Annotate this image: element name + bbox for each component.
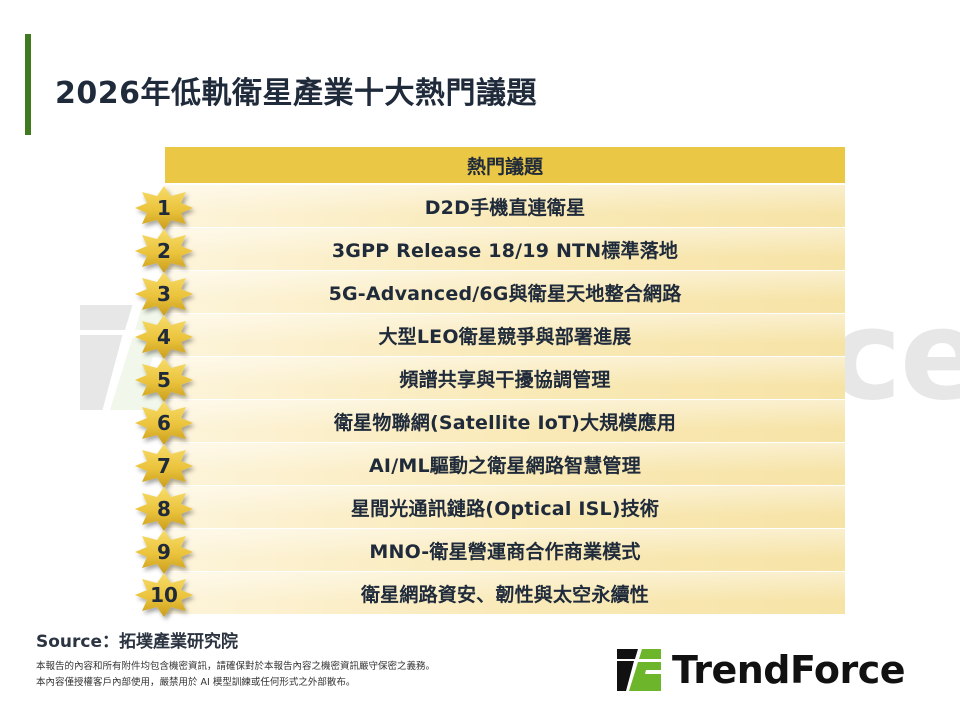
rank-number: 8 <box>157 497 171 521</box>
topic-text: 衛星物聯網(Satellite IoT)大規模應用 <box>333 411 677 434</box>
topic-text: 頻譜共享與干擾協調管理 <box>399 368 611 391</box>
rank-badge-4: 4 <box>134 314 194 360</box>
trendforce-logo: TrendForce <box>614 646 906 694</box>
topic-text: 衛星網路資安、韌性與太空永續性 <box>360 583 649 606</box>
table-row: AI/ML驅動之衛星網路智慧管理 <box>165 443 845 486</box>
page-title: 2026年低軌衛星產業十大熱門議題 <box>55 76 537 111</box>
table-row: 3GPP Release 18/19 NTN標準落地 <box>165 228 845 271</box>
rank-badge-5: 5 <box>134 357 194 403</box>
rank-number: 1 <box>157 196 171 220</box>
rank-number: 3 <box>157 282 171 306</box>
topic-text: 5G-Advanced/6G與衛星天地整合網路 <box>328 282 682 305</box>
title-accent-bar <box>25 34 31 135</box>
table-row: 衛星網路資安、韌性與太空永續性 <box>165 572 845 615</box>
rank-badge-2: 2 <box>134 228 194 274</box>
topic-text: 星間光通訊鏈路(Optical ISL)技術 <box>350 497 660 520</box>
table-row: MNO-衛星營運商合作商業模式 <box>165 529 845 572</box>
topic-text: 大型LEO衛星競爭與部署進展 <box>378 325 632 348</box>
rank-badge-7: 7 <box>134 443 194 489</box>
hot-topics-table: 熱門議題 D2D手機直連衛星 3GPP Release 18/19 NTN標準落… <box>165 147 845 615</box>
table-row: 頻譜共享與干擾協調管理 <box>165 357 845 400</box>
disclaimer-line-2: 本內容僅授權客戶內部使用，嚴禁用於 AI 模型訓練或任何形式之外部散布。 <box>36 677 356 688</box>
rank-number: 10 <box>150 583 178 607</box>
trendforce-logo-icon <box>617 649 661 691</box>
source-label: Source：拓墣產業研究院 <box>36 632 239 652</box>
topic-text: D2D手機直連衛星 <box>424 196 586 219</box>
rank-badge-10: 10 <box>134 572 194 618</box>
rank-number: 7 <box>157 454 171 478</box>
rank-number: 6 <box>157 411 171 435</box>
rank-badge-6: 6 <box>134 400 194 446</box>
table-row: 星間光通訊鏈路(Optical ISL)技術 <box>165 486 845 529</box>
rank-number: 2 <box>157 239 171 263</box>
logo-wordmark: TrendForce <box>672 648 906 692</box>
table-row: D2D手機直連衛星 <box>165 185 845 228</box>
rank-number: 9 <box>157 540 171 564</box>
rank-number: 5 <box>157 368 171 392</box>
table-column-header: 熱門議題 <box>165 147 845 185</box>
rank-badge-9: 9 <box>134 529 194 575</box>
topic-text: MNO-衛星營運商合作商業模式 <box>369 540 641 563</box>
table-row: 5G-Advanced/6G與衛星天地整合網路 <box>165 271 845 314</box>
table-row: 大型LEO衛星競爭與部署進展 <box>165 314 845 357</box>
table-row: 衛星物聯網(Satellite IoT)大規模應用 <box>165 400 845 443</box>
topic-text: AI/ML驅動之衛星網路智慧管理 <box>369 454 641 477</box>
topic-text: 3GPP Release 18/19 NTN標準落地 <box>331 239 679 262</box>
rank-badge-1: 1 <box>134 185 194 231</box>
rank-number: 4 <box>157 325 171 349</box>
rank-badge-8: 8 <box>134 486 194 532</box>
rank-badge-3: 3 <box>134 271 194 317</box>
disclaimer-line-1: 本報告的內容和所有附件均包含機密資訊，請確保對於本報告內容之機密資訊嚴守保密之義… <box>36 661 436 672</box>
